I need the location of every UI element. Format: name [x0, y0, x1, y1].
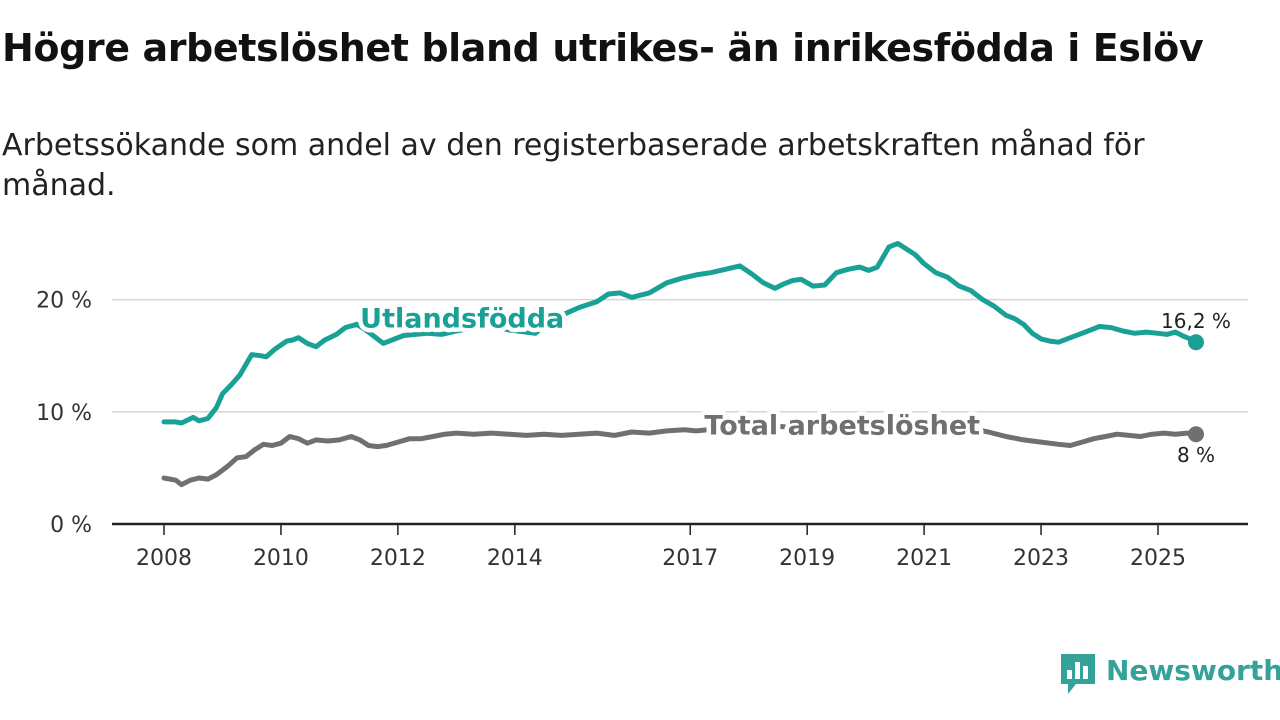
series-end-dot [1188, 426, 1204, 443]
series-end-label: 8 % [1177, 443, 1215, 467]
x-tick-label: 2014 [487, 546, 543, 571]
x-tick-label: 2025 [1130, 546, 1186, 571]
series-line-total [161, 419, 1199, 488]
x-tick-label: 2023 [1013, 546, 1069, 571]
series-name-label: Total arbetslöshet [704, 410, 980, 441]
x-tick-label: 2010 [253, 546, 309, 571]
x-tick-label: 2021 [896, 546, 952, 571]
x-tick-label: 2008 [136, 546, 192, 571]
x-tick-label: 2017 [662, 546, 718, 571]
axes: 0 % 10 % 20 % 2008 2010 2012 2014 2017 2019 2021 2… [36, 289, 1248, 571]
series-name-label: Utlandsfödda [360, 304, 564, 335]
chart-title: Högre arbetslöshet bland utrikes- än inr… [2, 26, 1204, 70]
y-tick-label: 0 % [50, 513, 92, 538]
newsworthy-logo-text: Newsworthy [1106, 654, 1280, 687]
series-line-utlandsfodda [161, 241, 1199, 426]
series-end-dot [1188, 334, 1204, 351]
x-tick-label: 2019 [779, 546, 835, 571]
x-tick-label: 2012 [370, 546, 426, 571]
series-labels: 16,2 % 8 % Utlandsfödda Total arbetslöshet [356, 299, 1231, 467]
y-tick-label: 20 % [36, 289, 92, 314]
chart-subtitle: Arbetssökande som andel av den registerb… [2, 128, 1145, 203]
gridlines [112, 298, 1248, 413]
newsworthy-logo-icon [1061, 654, 1095, 694]
series-lines [161, 241, 1204, 488]
newsworthy-logo: Newsworthy [1058, 652, 1280, 700]
y-tick-label: 10 % [36, 401, 92, 426]
series-end-label: 16,2 % [1161, 309, 1231, 333]
